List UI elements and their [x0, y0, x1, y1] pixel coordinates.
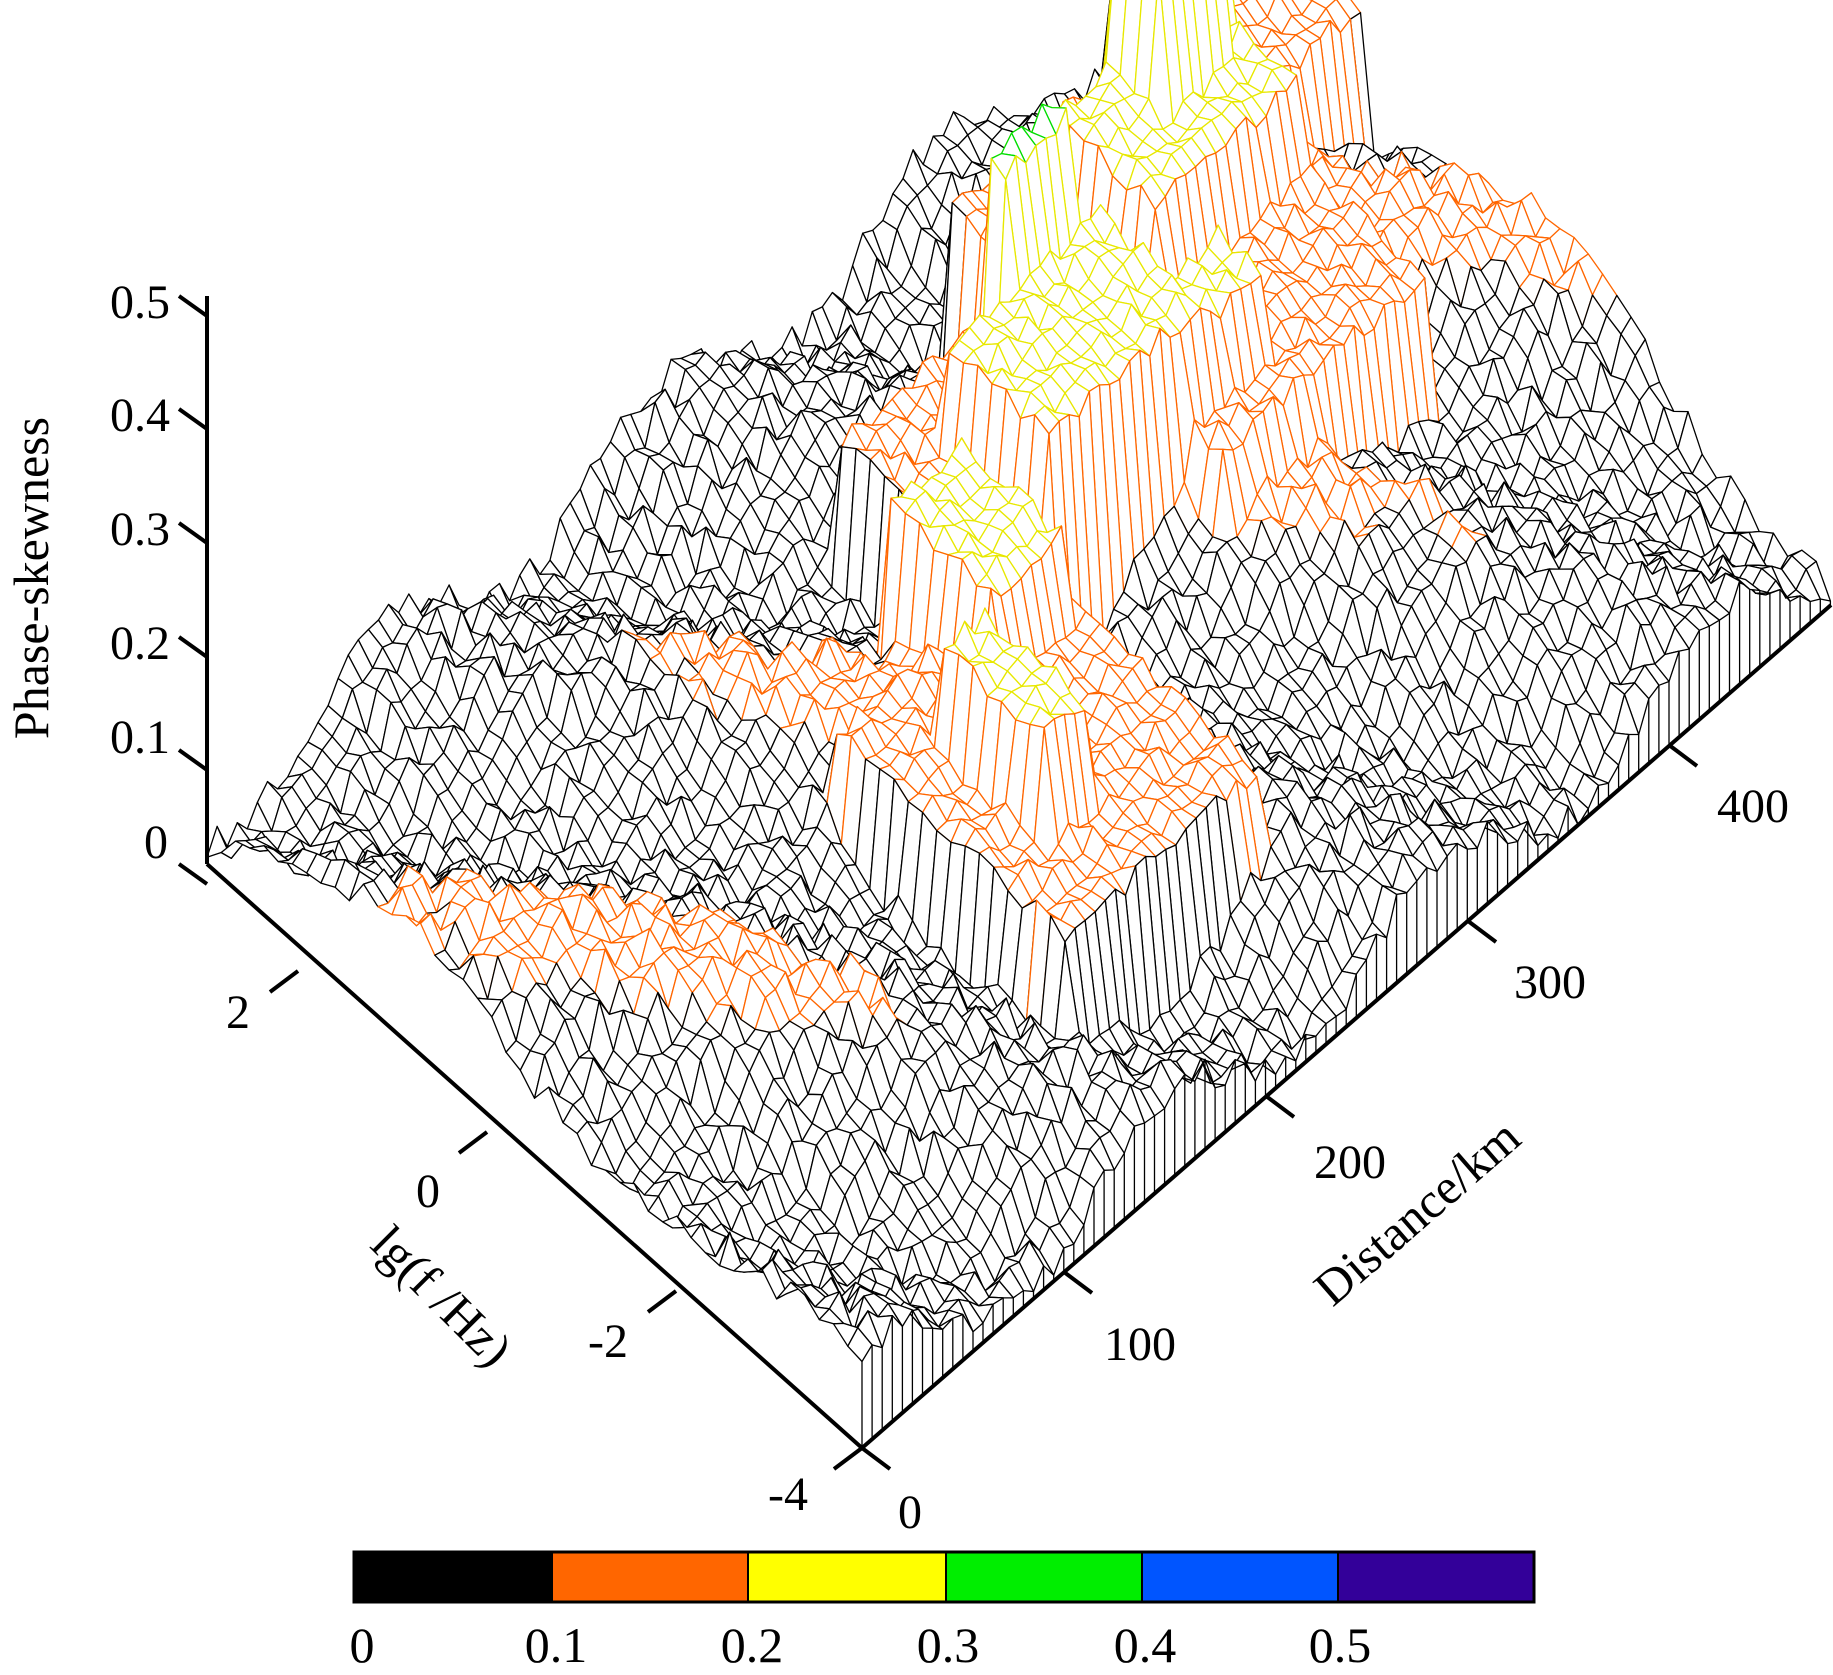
colorbar-swatch-1	[551, 1551, 749, 1603]
z-tick-0	[177, 862, 209, 886]
z-axis-title: Phase-skewness	[3, 417, 59, 739]
distance-tick-200	[1264, 1094, 1296, 1119]
z-axis: 0.5 0.4 0.3 0.2 0.1 0 Phase-skewness	[3, 276, 209, 886]
frequency-axis-line	[205, 862, 864, 1450]
colorbar-label-0.2: 0.2	[721, 1617, 784, 1673]
z-tick-label-0.1: 0.1	[110, 711, 170, 764]
distance-tick-label-400: 400	[1717, 780, 1789, 833]
distance-tick-400	[1667, 743, 1699, 768]
distance-tick-label-200: 200	[1314, 1136, 1386, 1189]
surface-mesh	[206, 0, 1832, 1448]
colorbar-label-0.1: 0.1	[525, 1617, 588, 1673]
frequency-tick-neg4	[832, 1446, 864, 1471]
frequency-tick-0	[457, 1130, 489, 1155]
z-tick-label-0.4: 0.4	[110, 389, 170, 442]
frequency-tick-label-neg2: -2	[588, 1315, 628, 1368]
colorbar-label-0.5: 0.5	[1309, 1617, 1372, 1673]
distance-tick-100	[1062, 1270, 1094, 1295]
z-tick-0.5	[177, 294, 209, 318]
z-tick-0.4	[177, 407, 209, 431]
colorbar-swatch-3	[945, 1551, 1143, 1603]
distance-tick-label-300: 300	[1514, 956, 1586, 1009]
distance-tick-300	[1466, 919, 1498, 944]
z-tick-label-0: 0	[144, 816, 168, 869]
frequency-tick-label-neg4: -4	[768, 1468, 808, 1521]
z-tick-label-0.3: 0.3	[110, 503, 170, 556]
surface-skirt-front	[861, 581, 1832, 1448]
colorbar-label-0: 0	[350, 1617, 375, 1673]
distance-tick-0	[860, 1446, 892, 1471]
z-tick-0.1	[177, 748, 209, 772]
frequency-tick-neg2	[646, 1289, 678, 1314]
colorbar-label-0.4: 0.4	[1114, 1617, 1177, 1673]
colorbar-swatch-4	[1141, 1551, 1339, 1603]
colorbar-frame	[352, 1550, 1536, 1604]
distance-tick-label-100: 100	[1104, 1318, 1176, 1371]
colorbar-swatch-2	[747, 1551, 947, 1603]
colorbar-swatch-0	[353, 1551, 553, 1603]
z-tick-0.3	[177, 521, 209, 545]
z-tick-label-0.5: 0.5	[110, 276, 170, 329]
colorbar-swatch-5	[1337, 1551, 1535, 1603]
distance-tick-label-0: 0	[898, 1486, 922, 1539]
z-tick-label-0.2: 0.2	[110, 617, 170, 670]
colorbar-swatches	[353, 1551, 1535, 1603]
colorbar-label-0.3: 0.3	[917, 1617, 980, 1673]
colorbar: 0 0.1 0.2 0.3 0.4 0.5	[350, 1550, 1536, 1673]
frequency-tick-label-2: 2	[226, 986, 250, 1039]
frequency-axis-title: lg(f /Hz)	[361, 1215, 523, 1377]
frequency-tick-2	[268, 969, 300, 994]
frequency-tick-label-0: 0	[416, 1165, 440, 1218]
z-tick-0.2	[177, 635, 209, 659]
